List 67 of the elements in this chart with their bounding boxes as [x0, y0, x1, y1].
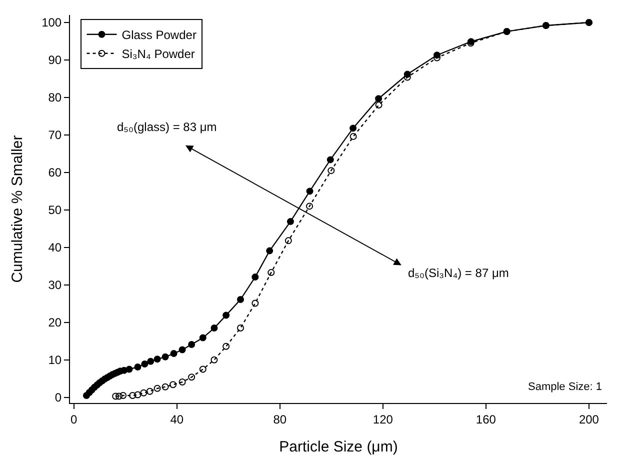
annotation: Sample Size: 1	[528, 381, 602, 393]
point	[188, 374, 196, 381]
point	[210, 324, 218, 332]
point	[188, 341, 196, 348]
x-tick-label: 0	[70, 412, 78, 426]
point	[306, 188, 314, 195]
point	[126, 366, 133, 373]
legend-label: Glass Powder	[122, 28, 196, 42]
y-tick-label: 60	[48, 166, 62, 180]
point	[170, 381, 177, 388]
point	[178, 346, 186, 354]
point	[112, 392, 120, 400]
point	[134, 391, 142, 398]
point	[154, 384, 161, 392]
point	[252, 300, 259, 307]
point	[222, 342, 230, 350]
x-tick-label: 80	[273, 412, 287, 426]
point	[237, 324, 244, 332]
point	[129, 392, 136, 399]
point	[286, 218, 294, 226]
point	[178, 378, 186, 386]
x-tick-label: 40	[170, 412, 184, 426]
x-axis-title: Particle Size (μm)	[279, 438, 398, 456]
point	[306, 202, 314, 210]
y-tick-label: 0	[54, 390, 62, 405]
y-tick-label: 80	[48, 90, 62, 105]
point	[237, 296, 244, 304]
point	[375, 95, 382, 102]
point	[326, 156, 334, 164]
x-tick-label: 200	[578, 412, 600, 426]
y-tick-label: 20	[48, 316, 62, 330]
point	[140, 389, 148, 396]
point	[266, 247, 274, 254]
annotation: d₅₀(glass) = 83 μm	[117, 120, 217, 134]
y-axis-title: Cumulative % Smaller	[8, 135, 26, 283]
annotation: d₅₀(Si₃N₄) = 87 μm	[408, 266, 509, 280]
y-tick-label: 10	[48, 353, 62, 368]
point	[375, 101, 382, 108]
y-tick-label: 30	[48, 278, 62, 292]
y-tick-label: 100	[42, 16, 62, 30]
point	[268, 269, 275, 276]
point	[162, 383, 169, 390]
point	[120, 392, 127, 399]
y-tick-label: 40	[48, 240, 62, 255]
point	[199, 334, 206, 342]
point	[350, 124, 357, 132]
y-tick-label: 90	[48, 53, 62, 68]
point	[199, 366, 206, 373]
point	[284, 237, 292, 244]
point	[162, 353, 169, 360]
x-tick-label: 160	[476, 412, 496, 426]
point	[350, 132, 357, 140]
point	[115, 392, 122, 400]
point	[222, 312, 230, 319]
x-tick-label: 120	[372, 412, 394, 426]
point	[328, 167, 335, 174]
point	[210, 356, 218, 364]
point	[146, 388, 154, 395]
point	[170, 350, 178, 358]
legend-label: Si₃N₄ Powder	[122, 47, 195, 62]
point	[141, 360, 148, 368]
point	[134, 364, 142, 371]
y-tick-label: 50	[48, 203, 62, 218]
point	[154, 356, 161, 363]
point	[147, 358, 154, 365]
y-tick-label: 70	[48, 128, 62, 142]
point	[252, 274, 259, 281]
